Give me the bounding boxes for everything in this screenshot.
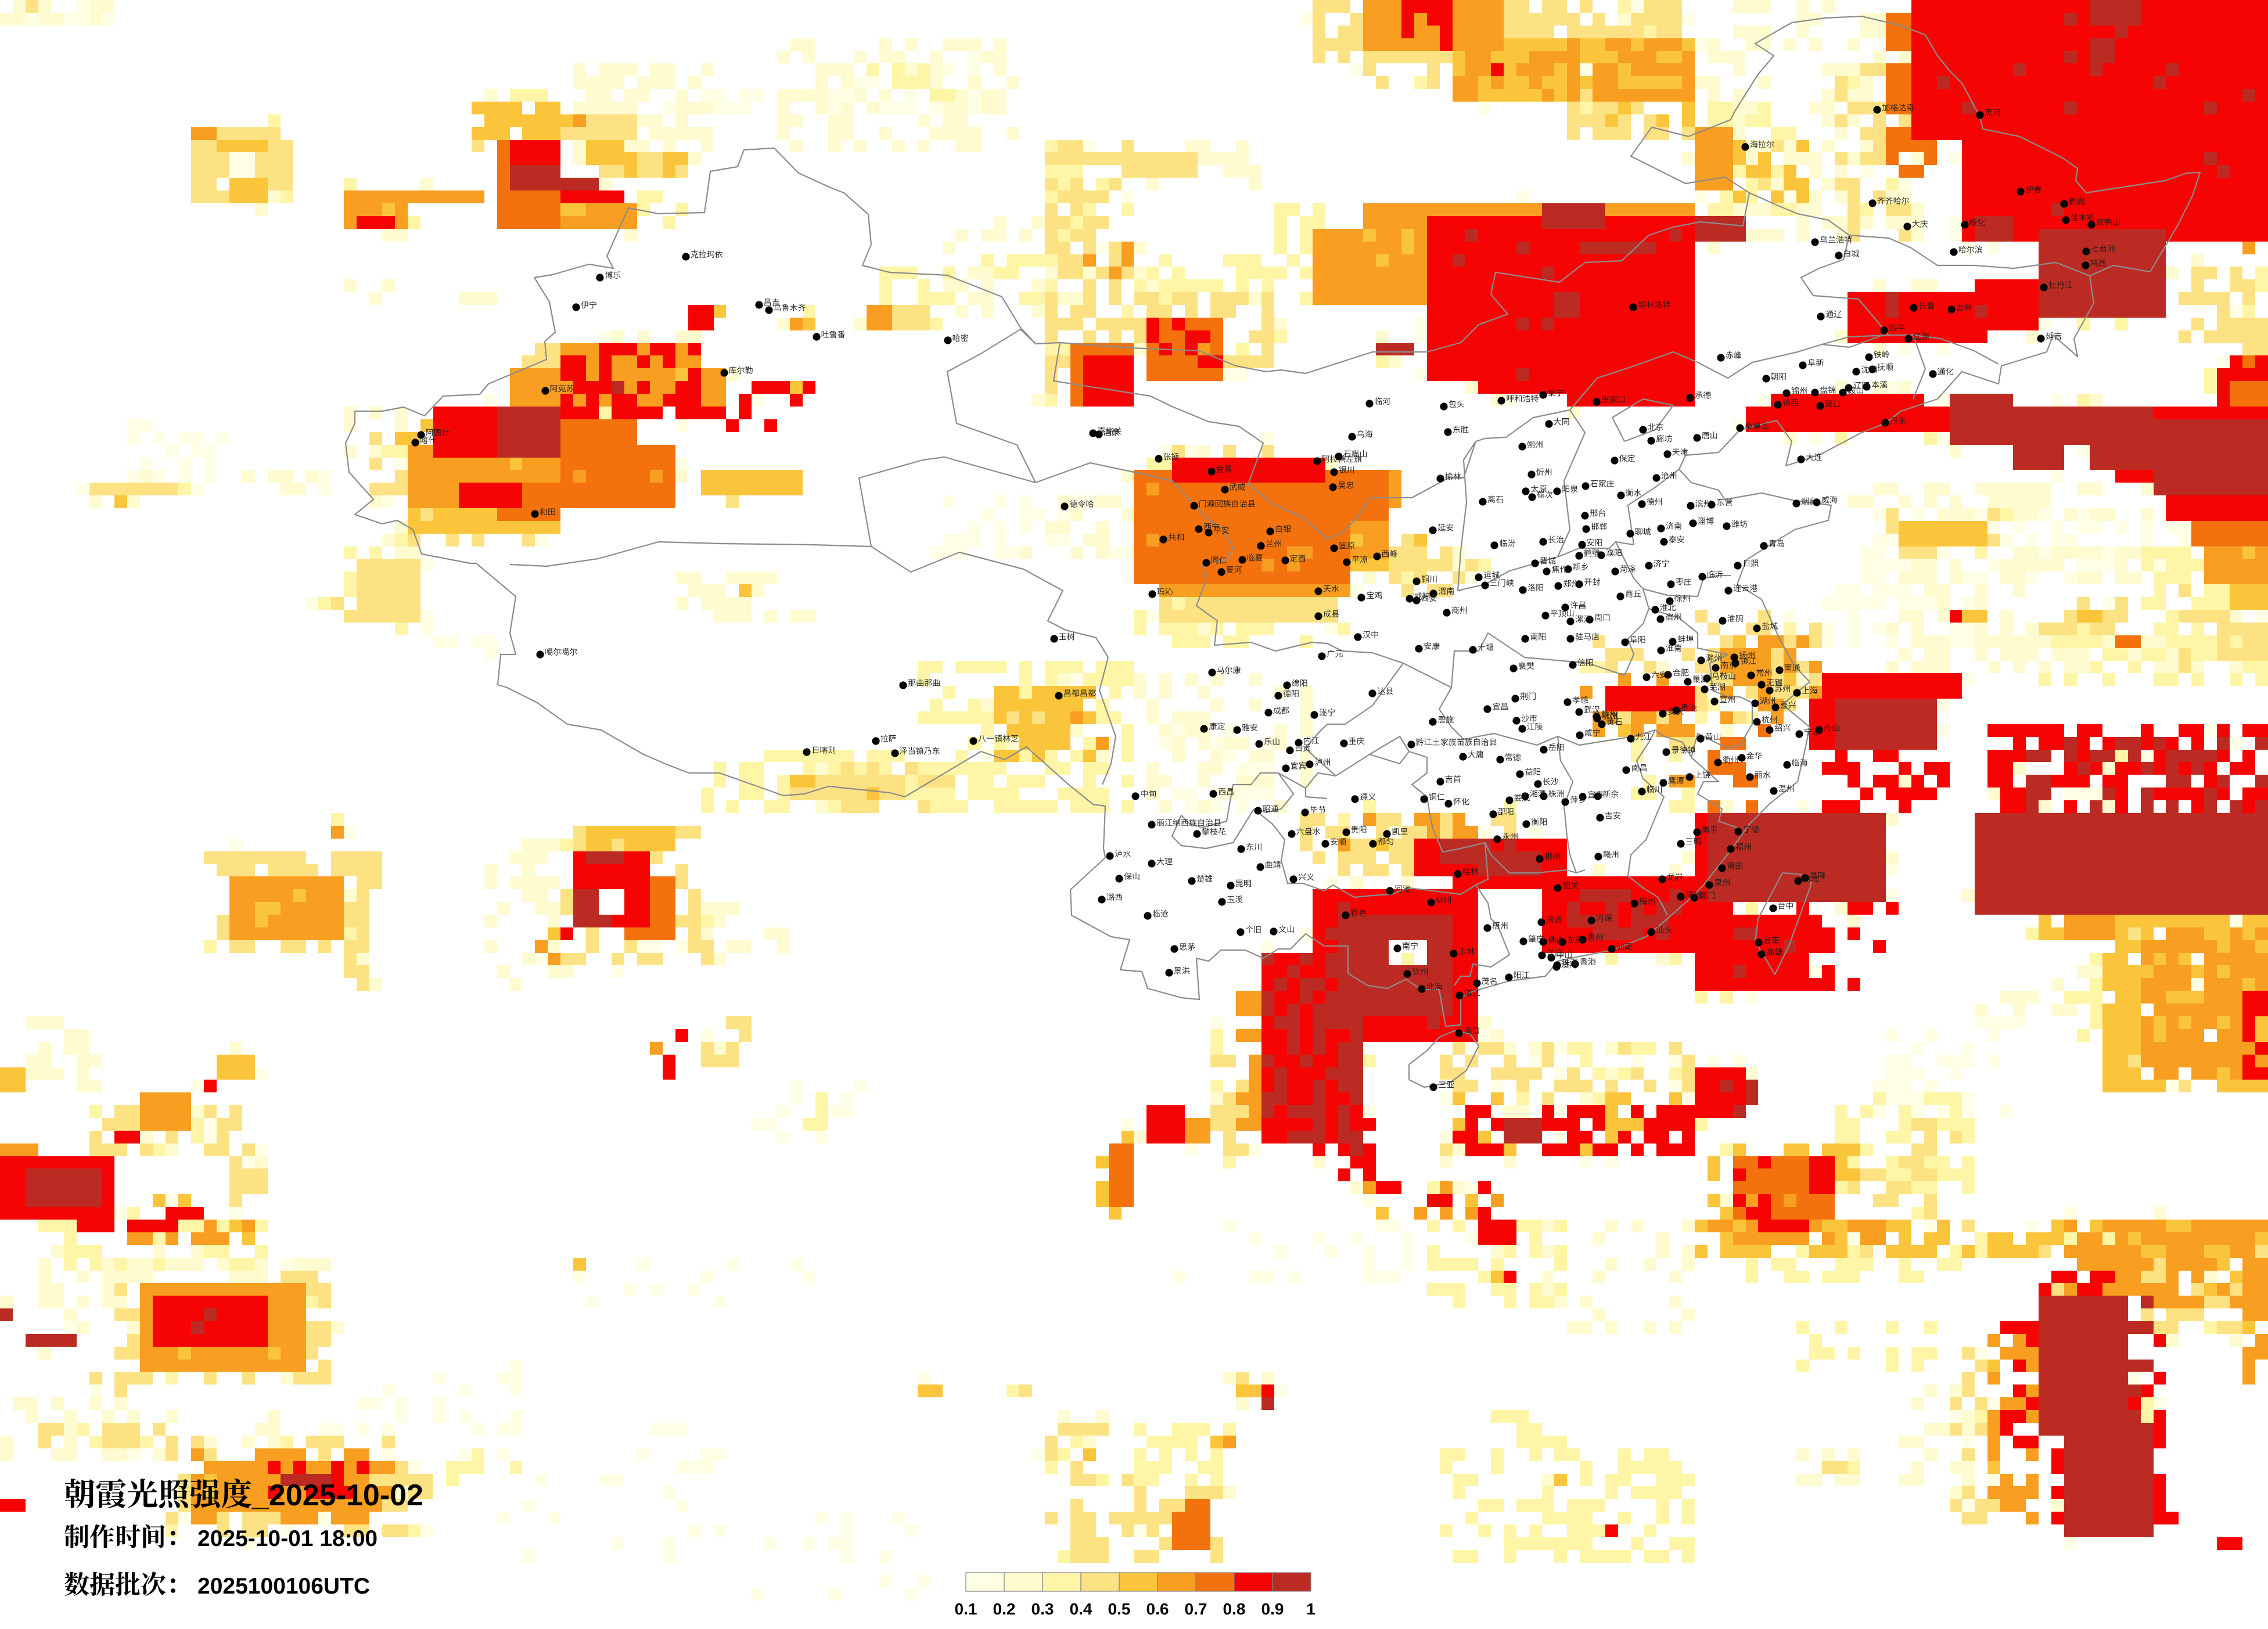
svg-text:2025-10-01 18:00: 2025-10-01 18:00 — [197, 1526, 378, 1551]
svg-text:_2025-10-02: _2025-10-02 — [251, 1479, 423, 1512]
svg-text:2025100106UTC: 2025100106UTC — [197, 1574, 370, 1599]
svg-text:0.6: 0.6 — [1146, 1600, 1169, 1618]
svg-text:1: 1 — [1306, 1600, 1315, 1618]
svg-text:0.2: 0.2 — [993, 1600, 1016, 1618]
svg-text:0.5: 0.5 — [1108, 1600, 1131, 1618]
svg-text:0.4: 0.4 — [1070, 1600, 1092, 1618]
svg-text:0.7: 0.7 — [1185, 1600, 1207, 1618]
svg-text:0.8: 0.8 — [1223, 1600, 1246, 1618]
svg-text:0.3: 0.3 — [1031, 1600, 1054, 1618]
svg-text:0.9: 0.9 — [1261, 1600, 1284, 1618]
svg-text:0.1: 0.1 — [955, 1600, 977, 1618]
